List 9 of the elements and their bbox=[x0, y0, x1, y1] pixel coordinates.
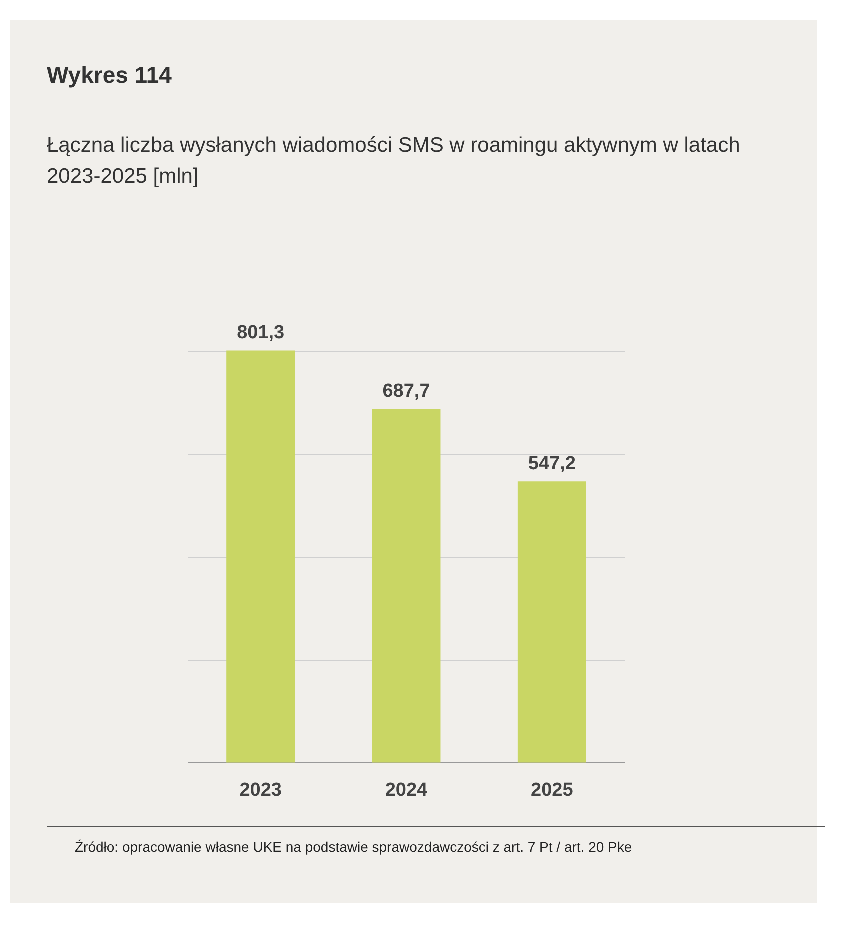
data-label: 801,3 bbox=[237, 322, 285, 344]
x-tick-label: 2024 bbox=[385, 780, 428, 801]
x-tick-label: 2023 bbox=[240, 780, 282, 801]
x-tick-label: 2025 bbox=[531, 780, 574, 801]
data-label: 547,2 bbox=[528, 453, 576, 474]
chart-title: Wykres 114 bbox=[47, 62, 172, 89]
chart-subtitle: Łączna liczba wysłanych wiadomości SMS w roamingu aktywnym w latach 2023-2025 [mln] bbox=[47, 133, 742, 190]
text: Źródło: opracowanie własne UKE na podstawie sprawozdawczości z art. 7 Pt / art. 20 Pke bbox=[47, 826, 825, 855]
data-label: 687,7 bbox=[382, 381, 430, 402]
